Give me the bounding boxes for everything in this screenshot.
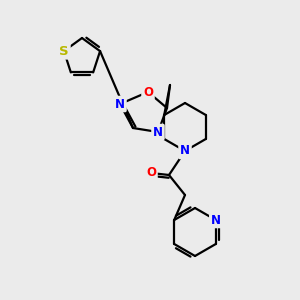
Text: N: N bbox=[115, 98, 125, 110]
Text: N: N bbox=[180, 145, 190, 158]
Text: O: O bbox=[143, 85, 153, 98]
Text: S: S bbox=[59, 45, 69, 58]
Text: O: O bbox=[146, 167, 156, 179]
Text: N: N bbox=[153, 125, 163, 139]
Text: N: N bbox=[211, 214, 221, 226]
